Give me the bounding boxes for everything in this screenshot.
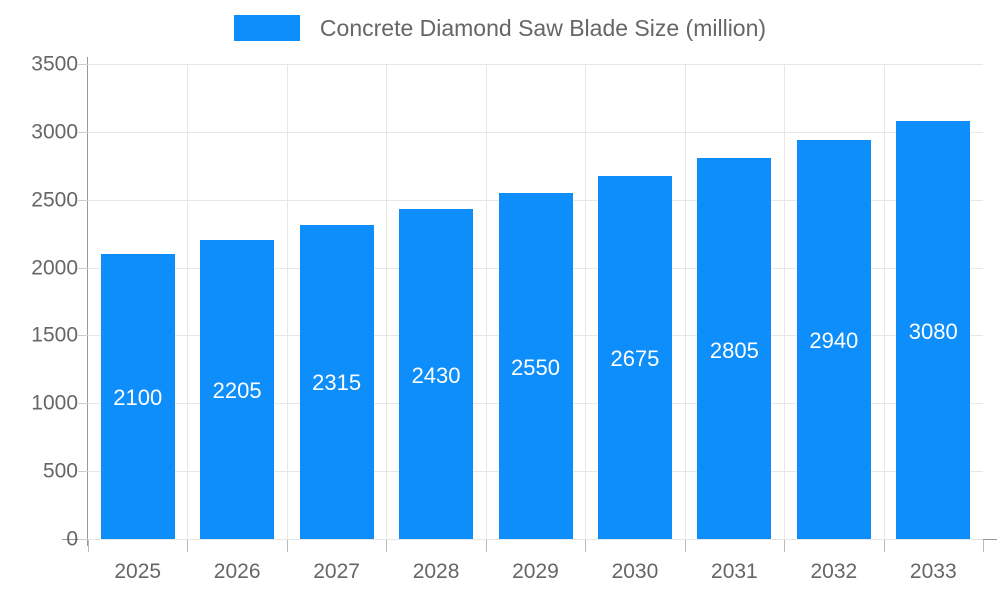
y-tick-label: 0 xyxy=(66,527,78,551)
x-tick-mark xyxy=(88,540,89,552)
x-tick-label: 2032 xyxy=(810,560,858,583)
y-tick-mark xyxy=(78,64,88,65)
y-tick-mark xyxy=(78,335,88,337)
x-tick-label: 2033 xyxy=(909,560,957,583)
y-tick-mark xyxy=(78,403,88,405)
y-tick-label: 1500 xyxy=(31,323,78,347)
bar-value-label: 2205 xyxy=(212,377,262,403)
y-gridline xyxy=(88,64,983,65)
x-tick-label: 2027 xyxy=(313,560,360,583)
x-tick-mark xyxy=(585,540,586,552)
legend-entry-concrete-diamond-saw-blade-size[interactable]: Concrete Diamond Saw Blade Size (million… xyxy=(233,14,767,41)
x-gridline xyxy=(287,64,288,539)
x-tick-mark xyxy=(685,540,686,552)
bar[interactable] xyxy=(399,209,474,539)
bar-value-label: 3080 xyxy=(908,319,958,345)
y-tick-mark xyxy=(78,267,88,269)
bar[interactable] xyxy=(299,224,374,539)
y-tick-label: 500 xyxy=(42,459,78,483)
y-tick-label: 1000 xyxy=(31,391,78,415)
x-tick-mark xyxy=(784,540,785,552)
x-tick-mark xyxy=(486,540,487,552)
x-tick-mark xyxy=(983,540,984,552)
x-gridline xyxy=(585,64,586,539)
y-tick-mark xyxy=(78,199,88,201)
bar-value-label: 2675 xyxy=(610,346,660,372)
legend-label: Concrete Diamond Saw Blade Size (million… xyxy=(319,14,767,41)
bar-value-label: 2550 xyxy=(511,354,560,380)
y-axis-line xyxy=(87,57,88,546)
x-tick-mark xyxy=(386,540,387,552)
y-gridline xyxy=(88,131,983,133)
chart-legend: Concrete Diamond Saw Blade Size (million… xyxy=(0,0,1000,56)
x-tick-mark xyxy=(884,540,885,552)
y-gridline xyxy=(88,539,983,540)
plot-area: 2100 2205 2315 2430 2550 2675 2805 2940 3080 xyxy=(88,64,983,540)
y-tick-mark xyxy=(78,539,88,540)
y-tick-label: 3000 xyxy=(31,120,78,144)
x-tick-label: 2029 xyxy=(512,560,559,583)
bar[interactable] xyxy=(100,254,175,539)
y-tick-label: 2000 xyxy=(31,256,78,280)
bar-value-label: 2100 xyxy=(113,384,163,410)
y-tick-label: 3500 xyxy=(31,52,78,76)
x-gridline xyxy=(187,64,188,539)
x-gridline xyxy=(685,64,686,539)
y-tick-label: 2500 xyxy=(31,188,78,212)
x-gridline xyxy=(486,64,487,539)
bar[interactable] xyxy=(796,140,871,539)
bar[interactable] xyxy=(200,239,275,539)
x-tick-label: 2025 xyxy=(114,560,162,583)
bar-value-label: 2315 xyxy=(312,370,362,396)
y-tick-mark xyxy=(78,471,88,473)
bar-value-label: 2940 xyxy=(809,328,859,354)
bar[interactable] xyxy=(697,158,772,539)
bar-value-label: 2430 xyxy=(411,362,461,388)
x-gridline xyxy=(884,64,885,539)
legend-color-swatch xyxy=(233,15,300,41)
y-tick-mark xyxy=(78,131,88,133)
bar[interactable] xyxy=(597,175,672,539)
x-tick-label: 2028 xyxy=(412,560,460,583)
x-tick-label: 2026 xyxy=(213,560,261,583)
x-tick-mark xyxy=(187,540,188,552)
x-tick-mark xyxy=(287,540,288,552)
bar-value-label: 2805 xyxy=(709,337,759,363)
x-gridline xyxy=(784,64,785,539)
x-tick-label: 2030 xyxy=(611,560,659,583)
x-gridline xyxy=(386,64,387,539)
x-tick-label: 2031 xyxy=(711,560,758,583)
bar[interactable] xyxy=(498,192,573,539)
bar[interactable] xyxy=(896,121,971,539)
